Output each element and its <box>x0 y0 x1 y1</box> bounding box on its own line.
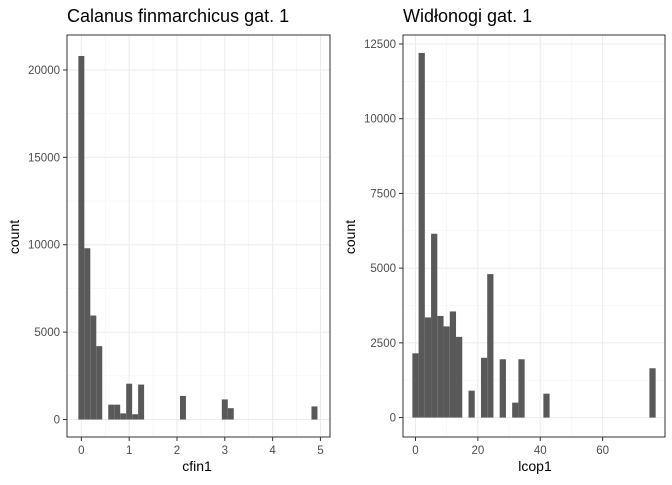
x-tick-label: 2 <box>174 445 180 457</box>
x-axis-title: cfin1 <box>182 458 212 474</box>
y-tick-label: 5000 <box>370 263 396 275</box>
histogram-bar <box>126 383 133 420</box>
chart-title: Calanus finmarchicus gat. 1 <box>67 6 289 26</box>
axes: 0 20 40 60 0 2500 5000 7500 10000 12500 <box>364 39 609 457</box>
histogram-bar <box>227 408 234 420</box>
y-tick-label: 5000 <box>34 327 60 339</box>
histogram-bar <box>120 413 127 420</box>
histogram-bar <box>311 406 318 420</box>
y-tick-label: 12500 <box>364 39 396 51</box>
histogram-bar <box>543 393 550 418</box>
histogram-bar <box>456 336 463 418</box>
histogram-bar <box>487 274 494 418</box>
histogram-bar <box>424 317 432 418</box>
histogram-bar <box>108 404 115 420</box>
histogram-bar <box>90 315 97 420</box>
histogram-bar <box>431 233 438 418</box>
histogram-bar <box>512 402 519 418</box>
panel-border <box>402 34 666 438</box>
histogram-bar <box>518 359 525 418</box>
y-tick-label: 0 <box>54 415 60 427</box>
histogram-bar <box>179 395 186 420</box>
x-tick-label: 0 <box>78 445 84 457</box>
y-tick-label: 2500 <box>370 338 396 350</box>
histogram-bar <box>132 414 139 420</box>
x-tick-label: 20 <box>471 445 484 457</box>
y-axis-title: count <box>6 220 22 254</box>
x-tick-label: 3 <box>222 445 228 457</box>
y-tick-label: 20000 <box>28 65 60 77</box>
histogram-bar <box>649 368 656 418</box>
y-tick-label: 0 <box>390 413 396 425</box>
grid <box>403 35 665 437</box>
histogram-bar <box>412 353 419 418</box>
x-tick-label: 40 <box>534 445 547 457</box>
histogram-bar <box>449 311 457 418</box>
bars <box>412 52 656 418</box>
y-tick-label: 15000 <box>28 152 60 164</box>
x-tick-label: 5 <box>317 445 323 457</box>
x-tick-label: 4 <box>269 445 276 457</box>
y-tick-label: 10000 <box>364 114 396 126</box>
panel-cfin1: Calanus finmarchicus gat. 1 cfin1 count … <box>6 6 331 474</box>
bars <box>78 55 318 420</box>
x-tick-label: 1 <box>126 445 132 457</box>
y-tick-label: 10000 <box>28 240 60 252</box>
panel-lcop1: Widłonogi gat. 1 lcop1 count 0 20 40 60 0 250… <box>342 6 666 474</box>
histogram-bar <box>84 248 91 420</box>
histogram-bar <box>468 390 475 418</box>
x-tick-label: 0 <box>412 445 418 457</box>
histogram-bar <box>418 52 425 418</box>
x-axis-title: lcop1 <box>518 458 552 474</box>
axes: 0 1 2 3 4 5 0 5000 10000 15000 20000 <box>28 65 324 457</box>
histogram-bar <box>480 357 488 418</box>
histogram-bar <box>443 326 450 418</box>
y-axis-title: count <box>342 220 358 254</box>
histogram-bar <box>221 399 228 420</box>
y-tick-label: 7500 <box>370 188 396 200</box>
histogram-bar <box>78 55 85 420</box>
histogram-bar <box>114 404 121 420</box>
histogram-bar <box>138 384 145 420</box>
chart-title: Widłonogi gat. 1 <box>403 6 532 26</box>
grid <box>67 35 330 437</box>
panel-border <box>66 34 331 438</box>
x-tick-label: 60 <box>596 445 609 457</box>
histogram-bar <box>499 359 506 418</box>
histogram-bar <box>437 315 444 418</box>
histogram-bar <box>96 346 103 420</box>
